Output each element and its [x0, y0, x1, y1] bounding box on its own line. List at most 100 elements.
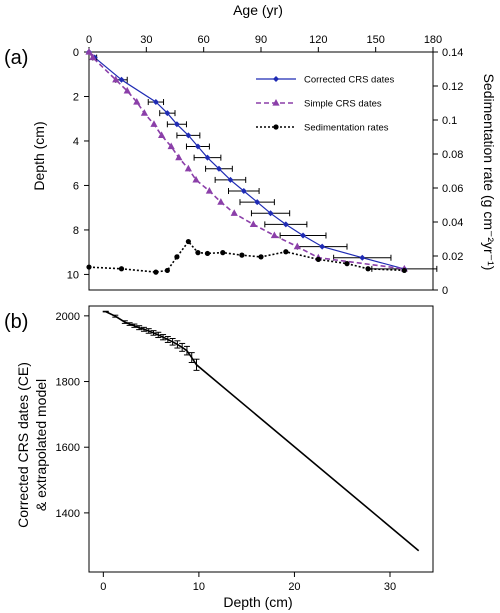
a-point-2-3 — [164, 267, 170, 274]
a-legend-marker-2 — [273, 124, 279, 130]
a-point-2-7 — [204, 250, 211, 257]
a-point-2-6 — [195, 250, 201, 256]
b-series-line-0 — [105, 310, 420, 552]
a-point-1-11 — [192, 175, 200, 183]
panel-a-series — [85, 48, 438, 275]
a-point-1-12 — [205, 187, 213, 194]
a-point-2-0 — [86, 264, 92, 270]
a-point-0-13 — [267, 210, 274, 217]
a-legend-marker-0 — [273, 76, 279, 82]
a-y2-tick-label: 0.06 — [442, 183, 463, 195]
a-point-0-2 — [118, 76, 125, 83]
a-point-1-6 — [150, 120, 158, 127]
b-x-tick-label: 10 — [193, 581, 205, 593]
a-point-0-12 — [254, 199, 261, 206]
a-legend-label-0: Corrected CRS dates — [304, 75, 395, 86]
b-y-tick-label: 1400 — [56, 508, 80, 520]
panel-a-y-title: Depth (cm) — [31, 121, 47, 190]
panel-b: (b) Depth (cm) Corrected CRS dates (CE) … — [4, 305, 434, 610]
a-point-2-12 — [315, 256, 321, 262]
a-point-2-1 — [118, 266, 125, 272]
a-point-2-4 — [174, 254, 180, 260]
b-x-tick-label: 30 — [384, 581, 396, 593]
panel-b-label: (b) — [4, 311, 28, 333]
panel-a-legend: Corrected CRS dates Simple CRS dates Sedim… — [256, 75, 395, 134]
a-point-0-10 — [227, 176, 234, 183]
a-point-0-7 — [194, 143, 201, 150]
a-y-tick-label: 10 — [67, 269, 79, 281]
panel-b-plot-frame — [88, 305, 434, 573]
panel-b-x-title: Depth (cm) — [223, 594, 292, 610]
panel-a-label: (a) — [4, 47, 28, 69]
panel-b-y-title-line1: Corrected CRS dates (CE) — [15, 362, 31, 528]
a-point-0-5 — [173, 121, 180, 128]
panel-b-y-title-line2: & extrapolated model — [33, 379, 49, 511]
a-point-2-15 — [401, 267, 407, 274]
a-legend-label-1: Simple CRS dates — [304, 99, 382, 110]
a-point-0-9 — [215, 165, 222, 172]
a-x-tick-label: 60 — [198, 34, 210, 46]
b-x-tick-label: 0 — [100, 581, 106, 593]
a-point-2-8 — [220, 250, 226, 256]
a-point-2-11 — [283, 249, 289, 255]
a-point-2-14 — [365, 266, 371, 272]
a-point-0-14 — [282, 221, 289, 228]
a-point-1-10 — [184, 164, 192, 172]
a-y2-tick-label: 0 — [442, 285, 448, 297]
a-point-2-5 — [185, 238, 191, 245]
a-point-0-17 — [359, 254, 366, 261]
a-point-2-10 — [258, 254, 264, 260]
panel-a: (a) Age (yr) Depth (cm) Sedimentation ra… — [4, 2, 497, 297]
a-x-tick-label: 150 — [366, 34, 384, 46]
a-x-tick-label: 180 — [424, 34, 442, 46]
a-point-2-9 — [239, 252, 245, 258]
a-y-tick-label: 0 — [73, 47, 79, 59]
a-y2-tick-label: 0.1 — [442, 115, 457, 127]
a-point-1-1 — [89, 53, 97, 61]
a-point-0-16 — [319, 243, 326, 250]
b-y-tick-label: 1600 — [56, 442, 80, 454]
panel-a-y2-title: Sedimentation rate (g cm⁻²yr⁻¹) — [481, 74, 497, 271]
a-y2-tick-label: 0.14 — [442, 47, 463, 59]
a-point-1-0 — [85, 48, 93, 55]
a-y2-tick-label: 0.04 — [442, 217, 463, 229]
a-point-1-4 — [133, 98, 141, 105]
a-x-tick-label: 0 — [86, 34, 92, 46]
a-point-1-14 — [230, 209, 238, 216]
b-y-tick-label: 1800 — [56, 377, 80, 389]
a-point-1-16 — [270, 231, 278, 239]
a-y-tick-label: 4 — [73, 136, 79, 148]
a-point-1-9 — [175, 153, 183, 161]
a-point-0-4 — [164, 110, 171, 117]
a-y-tick-label: 2 — [73, 91, 79, 103]
a-point-2-13 — [344, 261, 350, 267]
a-x-tick-label: 120 — [309, 34, 327, 46]
a-point-2-2 — [153, 269, 159, 275]
a-y-tick-label: 8 — [73, 225, 79, 237]
a-point-1-5 — [140, 109, 149, 116]
a-point-0-11 — [240, 188, 247, 195]
a-y2-tick-label: 0.02 — [442, 251, 463, 263]
a-point-1-17 — [293, 242, 301, 250]
a-point-0-3 — [152, 99, 159, 106]
a-legend-label-2: Sedimentation rates — [304, 123, 389, 134]
panel-b-series — [102, 310, 420, 552]
a-y2-tick-label: 0.08 — [442, 149, 463, 161]
a-point-1-7 — [158, 131, 166, 139]
a-point-1-3 — [123, 86, 131, 94]
a-x-tick-label: 90 — [255, 34, 267, 46]
a-point-0-15 — [300, 232, 307, 239]
panel-b-axes: 0 10 20 30 1400 1600 1800 2000 — [56, 311, 397, 593]
a-point-1-8 — [167, 142, 175, 150]
panel-a-x-title: Age (yr) — [233, 2, 283, 18]
a-point-1-15 — [249, 220, 257, 227]
a-x-tick-label: 30 — [140, 34, 152, 46]
a-point-0-8 — [204, 154, 211, 161]
b-y-tick-label: 2000 — [56, 311, 80, 323]
a-y2-tick-label: 0.12 — [442, 81, 463, 93]
a-point-1-13 — [217, 198, 225, 205]
a-legend-marker-1 — [272, 99, 280, 106]
a-point-1-2 — [112, 75, 120, 83]
a-series-line-2 — [88, 240, 405, 273]
